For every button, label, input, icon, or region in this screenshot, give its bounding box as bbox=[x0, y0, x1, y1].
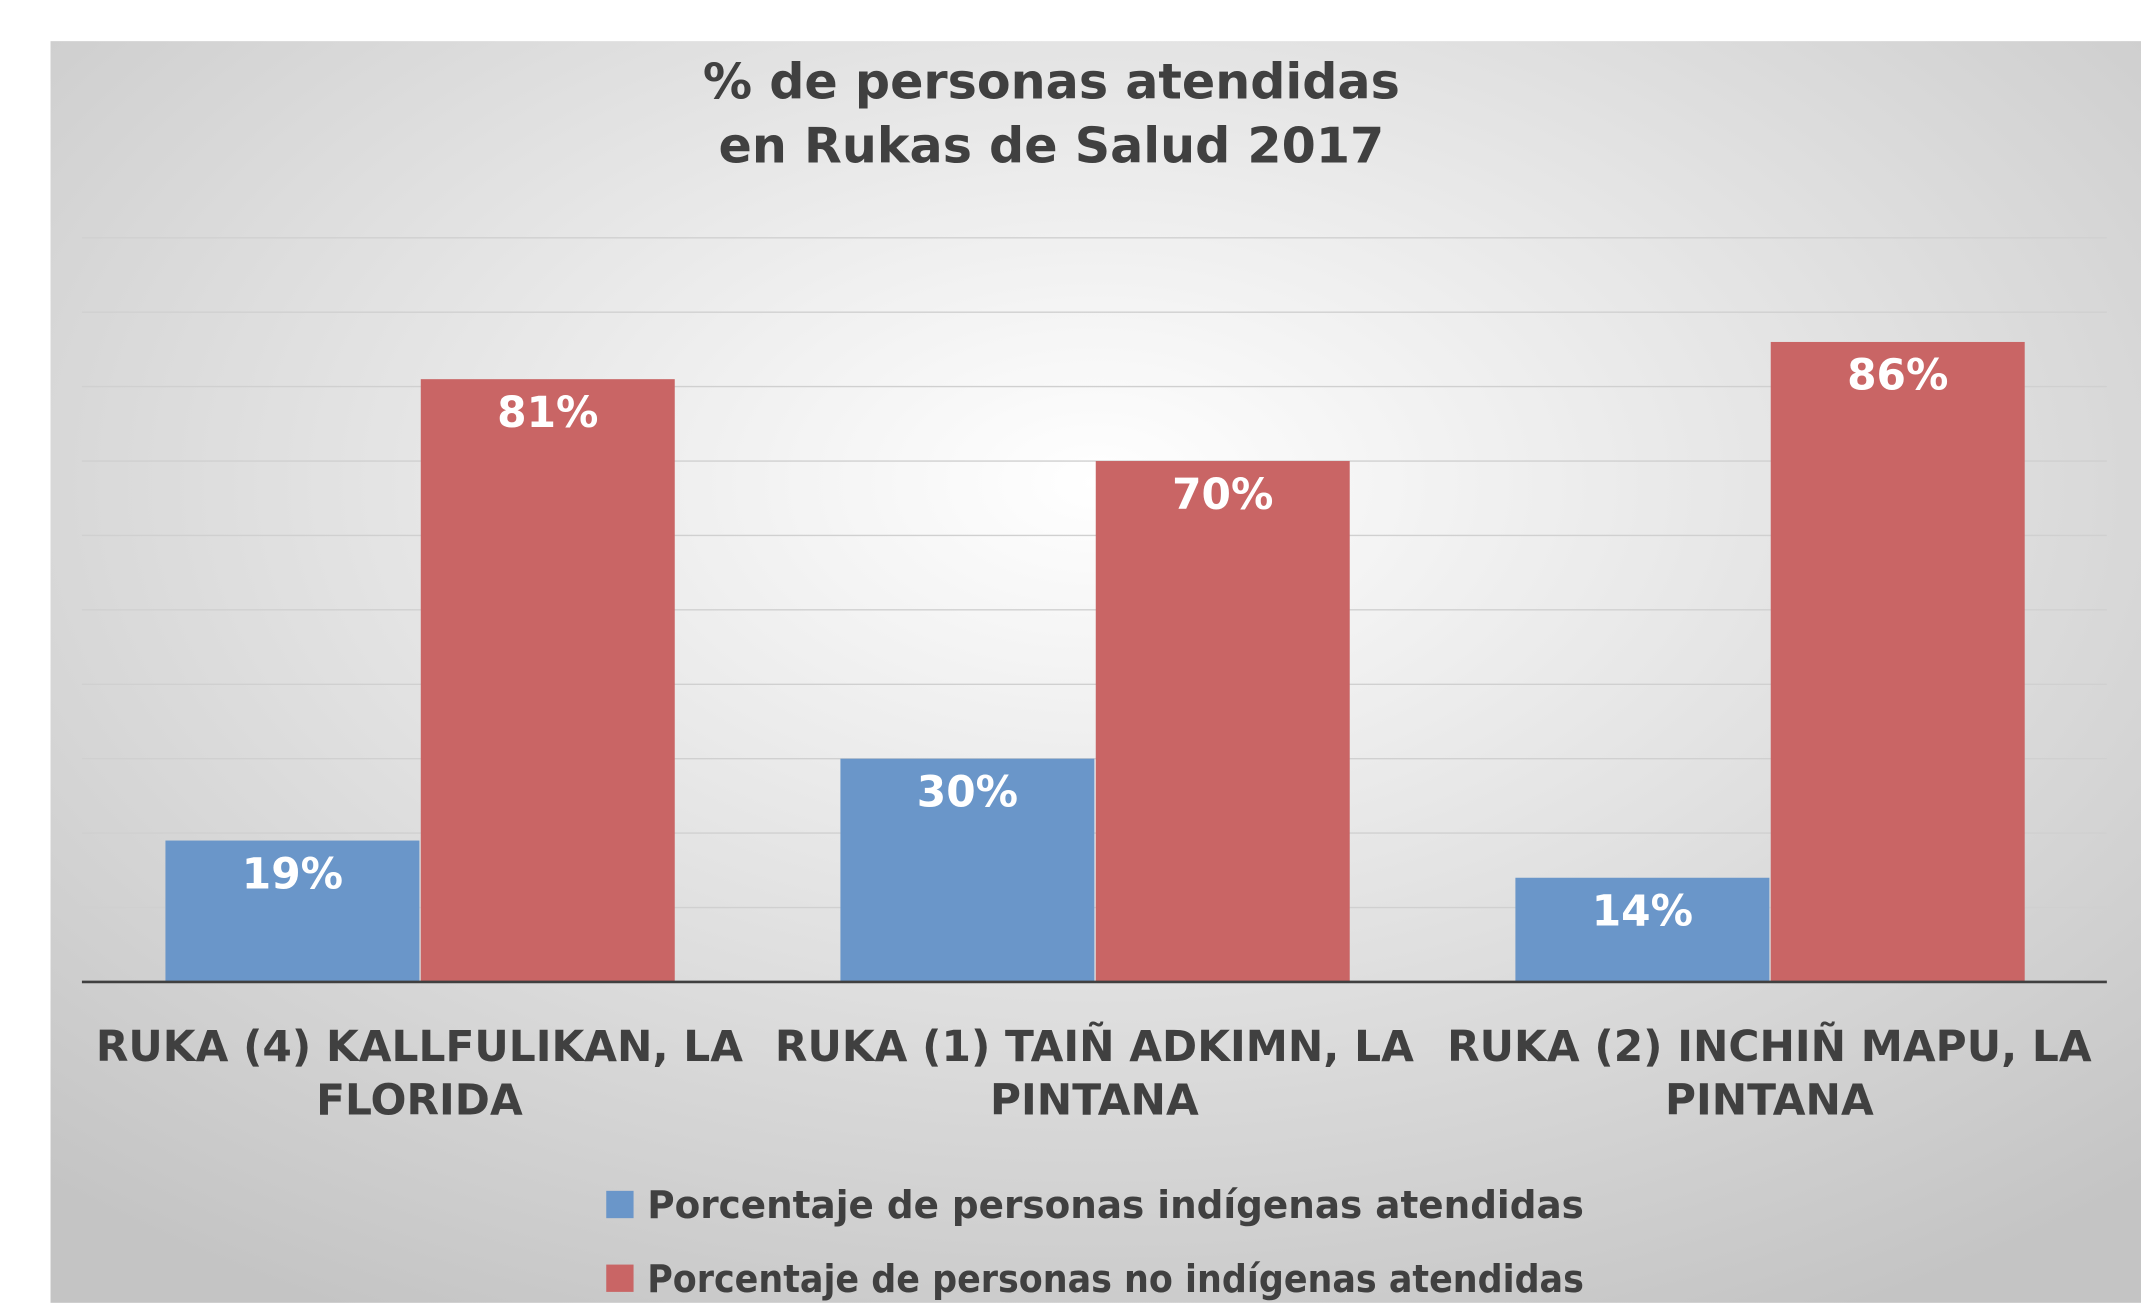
data-label: 19% bbox=[242, 849, 343, 898]
x-tick-label: RUKA (4) KALLFULIKAN, LA FLORIDA bbox=[95, 1022, 744, 1125]
data-label: 70% bbox=[1172, 470, 1273, 519]
data-label: 14% bbox=[1592, 887, 1693, 936]
x-tick-label: RUKA (2) INCHIÑ MAPU, LA PINTANA bbox=[1447, 1022, 2092, 1125]
legend-swatch bbox=[606, 1190, 634, 1219]
legend-label: Porcentaje de personas no indígenas aten… bbox=[647, 1258, 1584, 1302]
bar bbox=[165, 840, 420, 982]
bar bbox=[840, 758, 1095, 982]
x-tick-label: RUKA (1) TAIÑ ADKIMN, LA PINTANA bbox=[774, 1022, 1414, 1125]
bar bbox=[420, 379, 675, 982]
bar bbox=[1770, 341, 2025, 982]
data-label: 30% bbox=[917, 767, 1018, 816]
legend-label: Porcentaje de personas indígenas atendid… bbox=[647, 1184, 1584, 1228]
chart-title: % de personas atendidas en Rukas de Salu… bbox=[702, 54, 1400, 175]
bar bbox=[1095, 461, 1350, 982]
chart-title-box: % de personas atendidas en Rukas de Salu… bbox=[702, 54, 1400, 175]
legend-swatch bbox=[606, 1264, 634, 1292]
bar bbox=[1515, 877, 1770, 982]
x-tick-label-box: RUKA (4) KALLFULIKAN, LA FLORIDA bbox=[95, 1022, 744, 1125]
x-tick-label-box: RUKA (2) INCHIÑ MAPU, LA PINTANA bbox=[1447, 1022, 2092, 1125]
data-label: 86% bbox=[1847, 351, 1948, 400]
x-tick-label-box: RUKA (1) TAIÑ ADKIMN, LA PINTANA bbox=[774, 1022, 1414, 1125]
data-label: 81% bbox=[497, 388, 598, 437]
